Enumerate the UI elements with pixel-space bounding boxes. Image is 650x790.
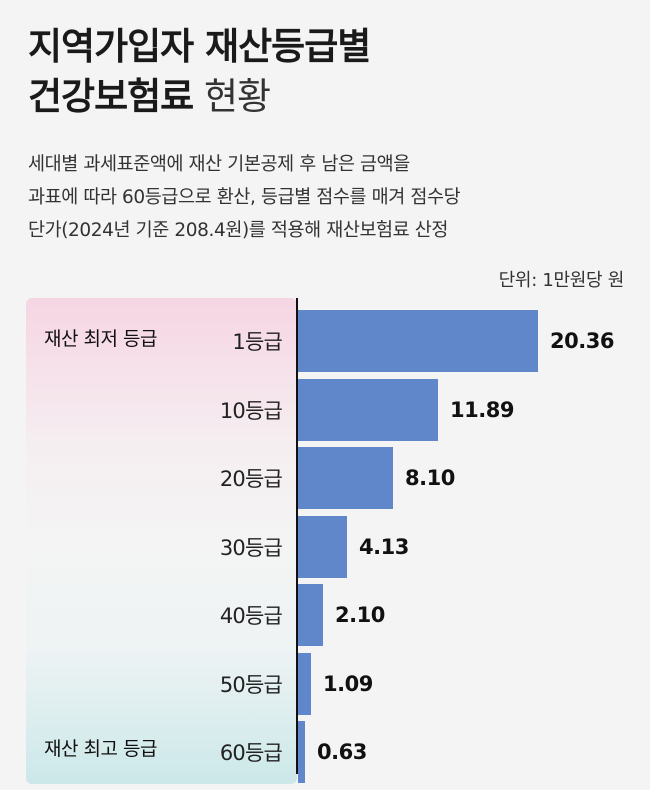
value-label: 8.10 [405,466,455,490]
value-label: 1.09 [323,671,373,696]
subtitle-line: 단가(2024년 기준 208.4원)를 적용해 재산보험료 산정 [28,220,449,241]
unit-label: 단위: 1만원당 원 [498,270,625,291]
title-line-2-light: 현황 [193,75,271,118]
value-label: 2.10 [335,603,385,627]
category-gradient-panel [26,298,297,784]
subtitle-line: 세대별 과세표준액에 재산 기본공제 후 남은 금액을 [28,154,410,175]
bar [298,721,305,783]
category-label: 40등급 [219,604,283,628]
title-line-1: 지역가입자 재산등급별 [28,25,371,68]
category-label: 1등급 [232,330,282,354]
bar [298,652,311,715]
bar [298,515,347,578]
bar [298,310,538,372]
category-label: 50등급 [219,672,283,697]
category-label: 10등급 [219,398,283,423]
title-line-2-bold: 건강보험료 [28,75,194,118]
value-label: 11.89 [450,397,514,422]
category-label: 20등급 [219,467,283,491]
lowest-grade-annotation: 재산 최저 등급 [44,328,157,350]
highest-grade-annotation: 재산 최고 등급 [44,738,157,760]
value-label: 0.63 [317,740,367,764]
chart-subtitle: 세대별 과세표준액에 재산 기본공제 후 남은 금액을 과표에 따라 60등급으… [28,148,461,247]
value-label: 20.36 [550,329,614,353]
category-label: 30등급 [219,535,283,560]
bar [298,447,393,509]
subtitle-line: 과표에 따라 60등급으로 환산, 등급별 점수를 매겨 점수당 [28,187,461,208]
category-label: 60등급 [219,741,283,765]
bar [298,584,323,646]
chart-title: 지역가입자 재산등급별 건강보험료 현황 [28,22,371,122]
bar [298,378,438,441]
value-label: 4.13 [359,534,409,559]
chart-axis-line [296,298,298,774]
